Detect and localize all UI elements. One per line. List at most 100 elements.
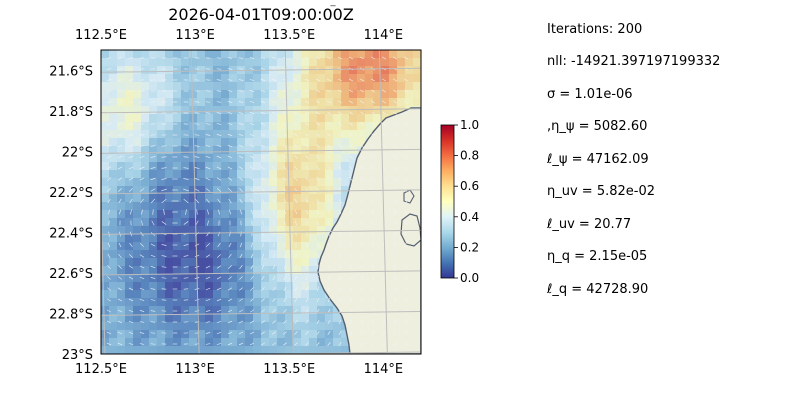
heatmap-cell [213, 322, 221, 330]
stat-sigma: σ = 1.01e-06 [547, 87, 633, 102]
velocity-arrow [117, 276, 123, 280]
heatmap-cell [341, 170, 349, 178]
velocity-arrow [206, 198, 210, 204]
heatmap-cell [213, 82, 221, 90]
velocity-arrow [107, 242, 111, 248]
velocity-arrow [238, 144, 244, 148]
velocity-arrow [129, 198, 133, 204]
heatmap-cell [293, 298, 301, 306]
heatmap-cell [325, 330, 333, 338]
heatmap-cell [317, 74, 325, 82]
velocity-arrow [272, 209, 276, 215]
velocity-arrow [372, 286, 374, 292]
velocity-arrow [194, 198, 200, 204]
heatmap-cell [285, 162, 293, 170]
heatmap-cell [117, 338, 125, 346]
heatmap-cell [261, 346, 269, 354]
heatmap-cell [245, 290, 253, 298]
heatmap-cell [269, 258, 277, 266]
heatmap-cell [285, 154, 293, 162]
heatmap-cell [405, 58, 413, 66]
velocity-arrow [107, 276, 111, 280]
velocity-arrow [372, 231, 374, 237]
heatmap-cell [221, 314, 229, 322]
velocity-arrow [393, 89, 397, 93]
heatmap-cell [413, 66, 421, 74]
heatmap-cell [213, 218, 221, 226]
heatmap-cell [133, 186, 141, 194]
velocity-arrow [128, 68, 134, 70]
heatmap-cell [197, 122, 205, 130]
heatmap-cell [293, 194, 301, 202]
velocity-arrow [405, 231, 407, 237]
heatmap-cell [189, 330, 197, 338]
velocity-arrow [393, 133, 397, 137]
velocity-arrow [404, 122, 408, 126]
heatmap-cell [293, 346, 301, 354]
heatmap-cell [229, 298, 237, 306]
velocity-arrow [261, 253, 265, 259]
heatmap-cell [221, 138, 229, 146]
heatmap-cell [109, 330, 117, 338]
heatmap-cell [189, 138, 197, 146]
velocity-arrow [260, 133, 266, 137]
heatmap-cell [149, 346, 157, 354]
heatmap-cell [261, 330, 269, 338]
heatmap-cell [173, 194, 181, 202]
velocity-arrow [337, 100, 343, 104]
heatmap-cell [253, 322, 261, 330]
velocity-arrow [117, 309, 123, 313]
heatmap-cell [125, 138, 133, 146]
heatmap-cell [341, 154, 349, 162]
heatmap-cell [205, 162, 213, 170]
velocity-arrow [327, 342, 331, 346]
bottom-tick-label: 113.5°E [263, 362, 315, 377]
velocity-arrow [305, 144, 309, 148]
heatmap-cell [277, 90, 285, 98]
heatmap-cell [181, 66, 189, 74]
heatmap-cell [261, 202, 269, 210]
heatmap-cell [197, 162, 205, 170]
heatmap-cell [309, 314, 317, 322]
heatmap-cell [197, 314, 205, 322]
velocity-arrow [316, 297, 320, 303]
heatmap-cell [277, 346, 285, 354]
heatmap-cell [165, 290, 173, 298]
velocity-arrow [293, 122, 299, 126]
heatmap-cell [149, 250, 157, 258]
heatmap-cell [269, 74, 277, 82]
heatmap-cell [277, 106, 285, 114]
heatmap-cell [133, 346, 141, 354]
heatmap-cell [341, 98, 349, 106]
heatmap-cell [117, 218, 125, 226]
graticule-parallel [101, 229, 421, 235]
heatmap-cell [197, 266, 205, 274]
heatmap-cell [117, 202, 125, 210]
heatmap-cell [205, 50, 213, 58]
heatmap-cell [293, 82, 301, 90]
velocity-arrow [227, 298, 233, 302]
velocity-arrow [316, 198, 320, 204]
heatmap-cell [285, 90, 293, 98]
heatmap-cell [181, 282, 189, 290]
velocity-arrow [404, 78, 408, 82]
heatmap-cell [341, 330, 349, 338]
heatmap-cell [245, 162, 253, 170]
velocity-arrow [294, 297, 298, 303]
heatmap-cell [221, 234, 229, 242]
heatmap-cell [365, 114, 373, 122]
heatmap-cell [293, 162, 301, 170]
heatmap-cell [173, 242, 181, 250]
heatmap-cell [309, 178, 317, 186]
heatmap-cell [181, 298, 189, 306]
velocity-arrow [338, 342, 342, 346]
heatmap-cell [253, 226, 261, 234]
heatmap-cell [229, 114, 237, 122]
velocity-arrow [139, 134, 145, 136]
heatmap-cell [165, 314, 173, 322]
heatmap-cell [213, 138, 221, 146]
heatmap-cell [109, 122, 117, 130]
heatmap-cell [125, 218, 133, 226]
heatmap-cell [157, 154, 165, 162]
velocity-arrow [271, 122, 277, 126]
